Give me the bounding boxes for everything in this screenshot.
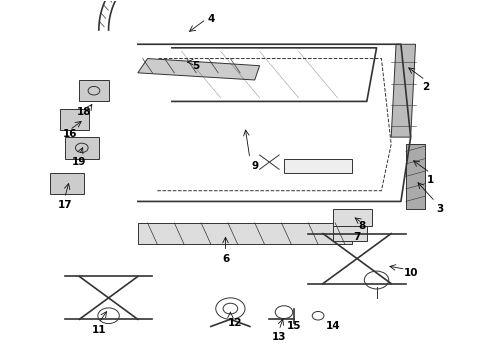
Text: 6: 6 [222, 253, 229, 264]
Text: 8: 8 [358, 221, 366, 231]
Text: 19: 19 [72, 157, 87, 167]
Polygon shape [138, 223, 352, 244]
Polygon shape [333, 208, 372, 226]
Text: 11: 11 [92, 325, 106, 335]
Polygon shape [391, 44, 416, 137]
Text: 18: 18 [77, 107, 92, 117]
Polygon shape [50, 173, 84, 194]
Text: 14: 14 [325, 321, 340, 332]
Text: 13: 13 [272, 332, 286, 342]
Polygon shape [284, 158, 352, 173]
Text: 17: 17 [57, 200, 72, 210]
Text: 10: 10 [403, 268, 418, 278]
Text: 7: 7 [353, 232, 361, 242]
Text: 15: 15 [287, 321, 301, 332]
Polygon shape [60, 109, 89, 130]
Polygon shape [406, 144, 425, 208]
Text: 16: 16 [62, 129, 77, 139]
Polygon shape [333, 226, 367, 241]
Polygon shape [138, 59, 260, 80]
Text: 5: 5 [193, 61, 200, 71]
Text: 2: 2 [422, 82, 429, 92]
Text: 9: 9 [251, 161, 258, 171]
Text: 12: 12 [228, 318, 243, 328]
Polygon shape [79, 80, 109, 102]
Text: 3: 3 [436, 203, 443, 213]
Text: 1: 1 [426, 175, 434, 185]
Polygon shape [65, 137, 99, 158]
Text: 4: 4 [207, 14, 215, 24]
